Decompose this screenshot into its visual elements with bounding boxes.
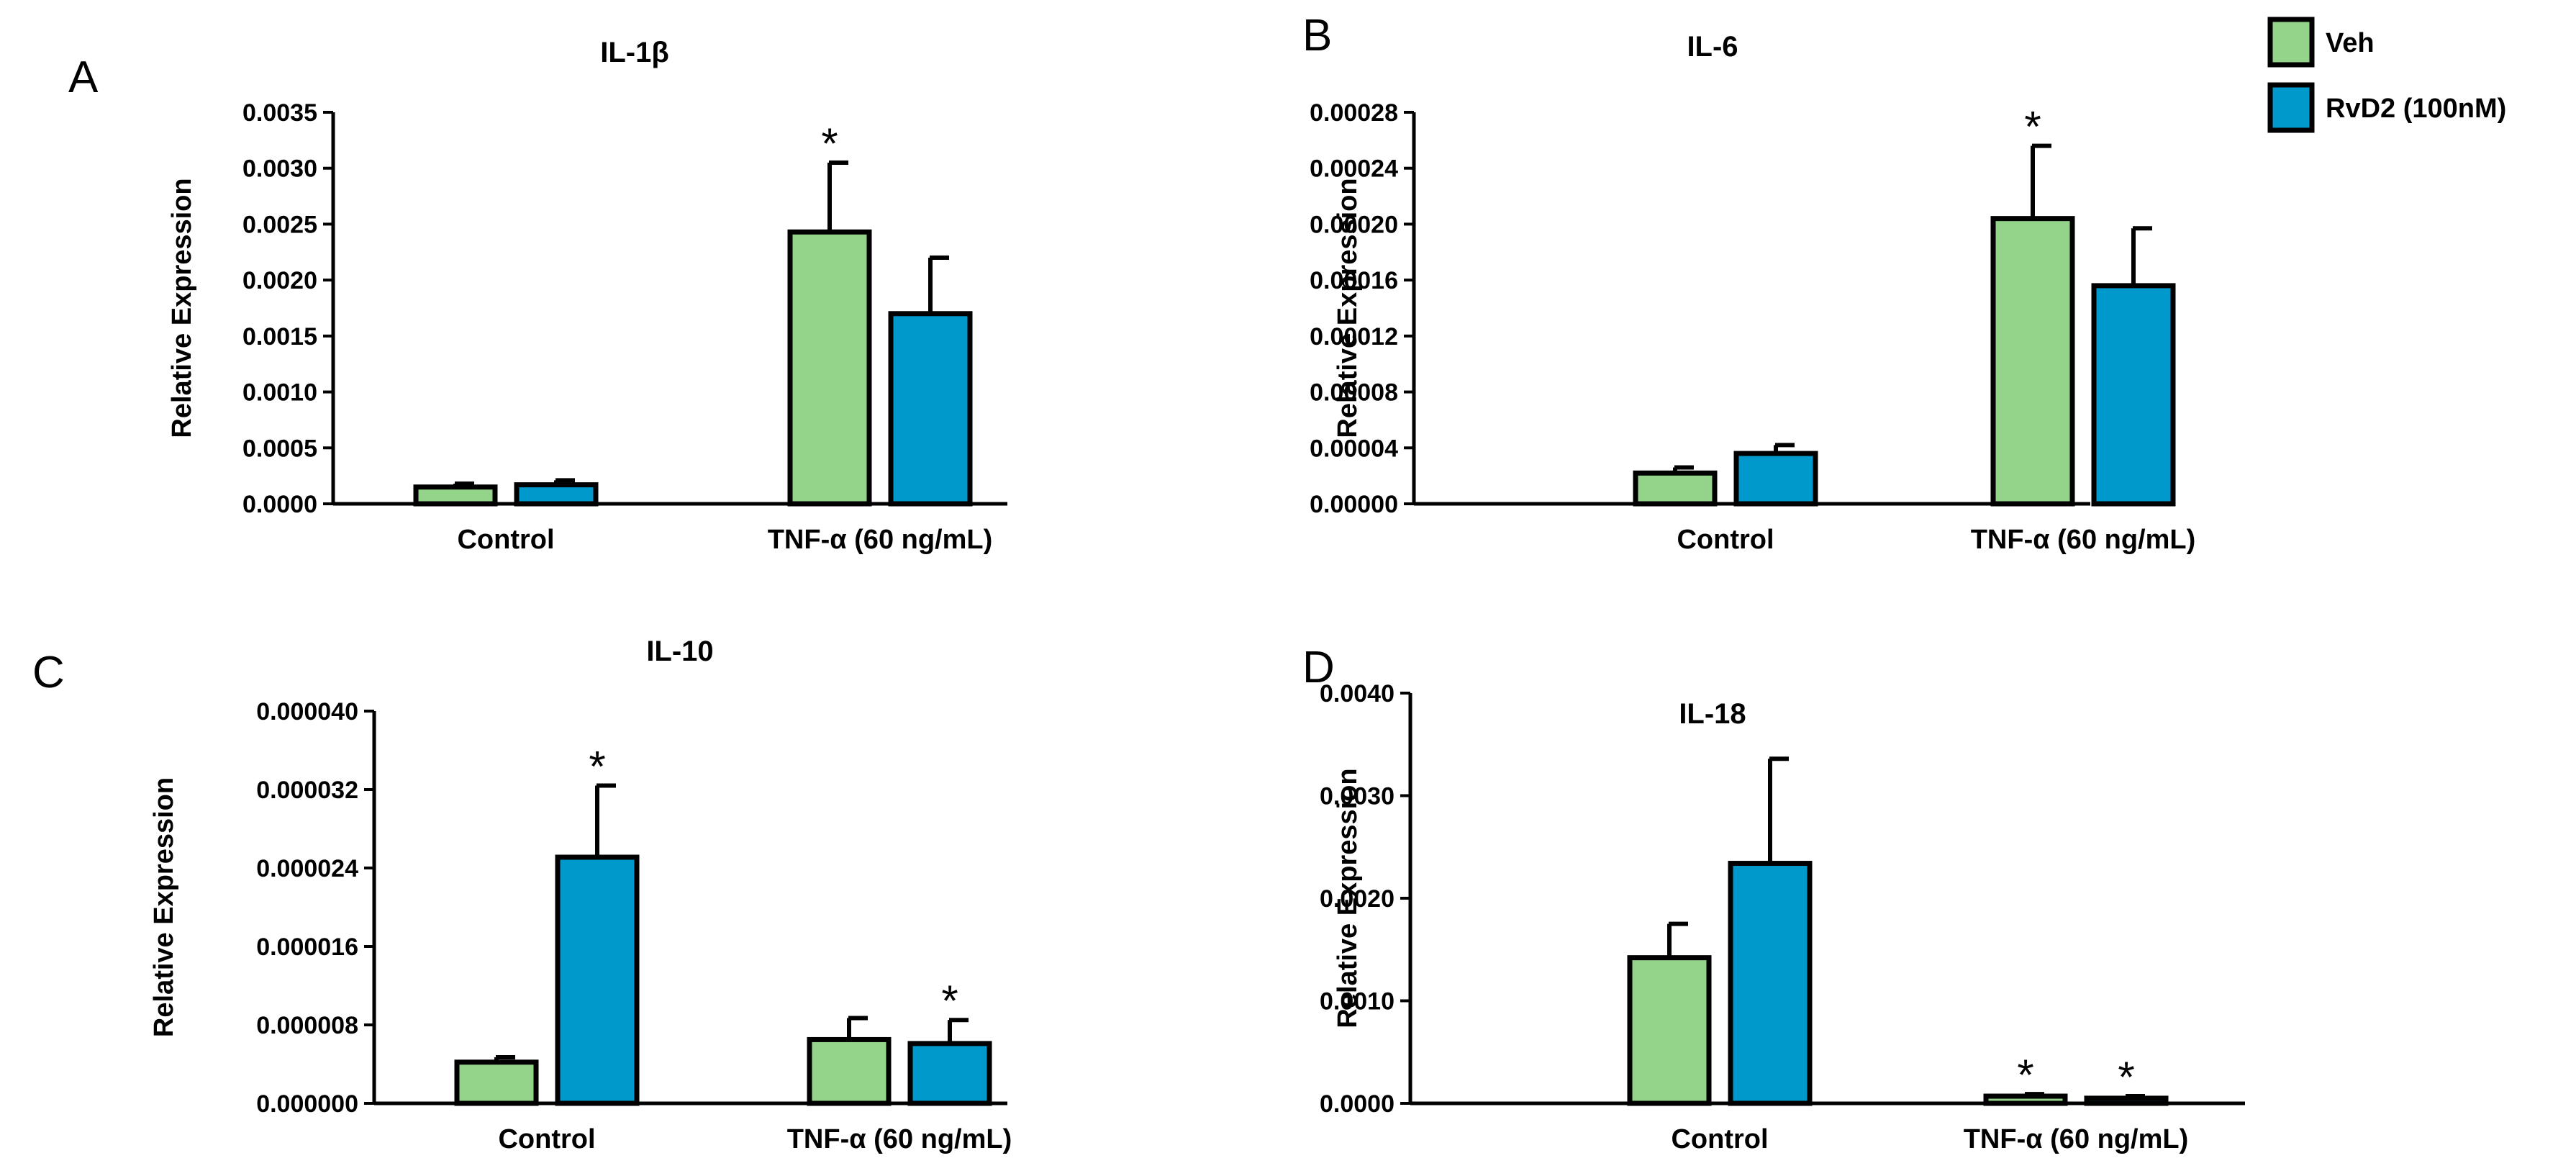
y-tick-label: 0.00016 bbox=[1310, 267, 1398, 294]
panel-letter: D bbox=[1302, 643, 1335, 692]
bar-veh-control bbox=[454, 1059, 539, 1106]
y-tick-label: 0.000000 bbox=[256, 1090, 358, 1118]
y-axis-label: Relative Expression bbox=[149, 777, 179, 1037]
y-axis-label: Relative Expression bbox=[167, 178, 197, 438]
significance-asterisk: * bbox=[821, 119, 838, 168]
y-axis-label: Relative Expression bbox=[1333, 178, 1363, 438]
y-tick-label: 0.00020 bbox=[1310, 211, 1398, 238]
y-tick-label: 0.00012 bbox=[1310, 323, 1398, 351]
bar-veh-tnf bbox=[807, 1036, 892, 1106]
bar-veh-tnf bbox=[787, 229, 872, 507]
x-category-label: Control bbox=[1677, 525, 1774, 555]
chart-panel-a: A IL-1β Relative Expression 0.0000 0.0005 0.0… bbox=[68, 37, 1007, 555]
bar-veh-control bbox=[1633, 470, 1718, 507]
y-tick-label: 0.0000 bbox=[1320, 1090, 1394, 1118]
y-axis-label: Relative Expression bbox=[1333, 768, 1363, 1028]
y-tick-label: 0.000040 bbox=[256, 698, 358, 725]
x-category-label: TNF-α (60 ng/mL) bbox=[1971, 525, 2196, 555]
significance-asterisk: * bbox=[2024, 103, 2041, 151]
panel-letter: B bbox=[1302, 11, 1332, 60]
x-category-label: TNF-α (60 ng/mL) bbox=[787, 1124, 1012, 1154]
legend-label-veh: Veh bbox=[2326, 28, 2375, 58]
y-tick-label: 0.00004 bbox=[1310, 435, 1398, 462]
bar-rvd2-tnf bbox=[2084, 1095, 2169, 1106]
y-tick-label: 0.0015 bbox=[242, 323, 317, 351]
y-tick-label: 0.0000 bbox=[242, 491, 317, 518]
bar-rvd2-tnf bbox=[888, 311, 973, 507]
y-tick-label: 0.0010 bbox=[1320, 988, 1394, 1016]
x-category-label: Control bbox=[457, 525, 554, 555]
chart-title: IL-6 bbox=[1687, 31, 1738, 63]
x-category-label: Control bbox=[1671, 1124, 1768, 1154]
bar-veh-tnf bbox=[1990, 216, 2075, 507]
y-tick-label: 0.00028 bbox=[1310, 99, 1398, 127]
legend-label-rvd2: RvD2 (100nM) bbox=[2326, 94, 2506, 124]
significance-asterisk: * bbox=[941, 977, 958, 1025]
x-category-label: TNF-α (60 ng/mL) bbox=[768, 525, 993, 555]
bar-rvd2-tnf bbox=[2091, 283, 2176, 507]
bar-veh-tnf bbox=[1983, 1093, 2068, 1106]
significance-asterisk: * bbox=[2118, 1053, 2134, 1101]
y-tick-label: 0.0020 bbox=[1320, 885, 1394, 913]
legend-swatch-veh bbox=[2267, 17, 2315, 68]
chart-title: IL-1β bbox=[600, 37, 669, 68]
y-tick-label: 0.00024 bbox=[1310, 155, 1398, 183]
y-tick-label: 0.0025 bbox=[242, 211, 317, 238]
panel-letter: A bbox=[68, 53, 99, 102]
chart-panel-c: C IL-10 Relative Expression 0.000000 0.00000… bbox=[32, 636, 1012, 1154]
y-tick-label: 0.0030 bbox=[242, 155, 317, 183]
y-tick-label: 0.000024 bbox=[256, 855, 358, 882]
bar-rvd2-control bbox=[514, 482, 599, 507]
y-tick-label: 0.0040 bbox=[1320, 680, 1394, 707]
panel-letter: C bbox=[32, 648, 65, 697]
y-tick-label: 0.0020 bbox=[242, 267, 317, 294]
x-category-label: TNF-α (60 ng/mL) bbox=[1964, 1124, 2189, 1154]
y-tick-label: 0.0010 bbox=[242, 379, 317, 407]
bar-veh-control bbox=[1627, 955, 1712, 1106]
chart-panel-d: D IL-18 Relative Expression 0.0000 0.0010 0.0… bbox=[1302, 643, 2245, 1154]
significance-asterisk: * bbox=[2017, 1051, 2033, 1099]
legend: Veh RvD2 (100nM) bbox=[2267, 17, 2506, 133]
y-tick-label: 0.0005 bbox=[242, 435, 317, 462]
bar-rvd2-control bbox=[555, 854, 640, 1106]
chart-title: IL-10 bbox=[646, 636, 713, 667]
y-tick-label: 0.0030 bbox=[1320, 783, 1394, 810]
bar-rvd2-control bbox=[1728, 861, 1813, 1106]
y-tick-label: 0.00000 bbox=[1310, 491, 1398, 518]
bar-veh-control bbox=[413, 484, 498, 507]
y-tick-label: 0.0035 bbox=[242, 99, 317, 127]
chart-title: IL-18 bbox=[1679, 698, 1746, 730]
y-tick-label: 0.000032 bbox=[256, 777, 358, 804]
x-category-label: Control bbox=[498, 1124, 595, 1154]
y-tick-label: 0.00008 bbox=[1310, 379, 1398, 407]
bar-rvd2-tnf bbox=[907, 1041, 992, 1106]
y-tick-label: 0.000016 bbox=[256, 933, 358, 961]
chart-panel-b: B IL-6 Relative Expression 0.00000 0.00004 0.… bbox=[1302, 11, 2195, 555]
significance-asterisk: * bbox=[589, 743, 605, 791]
y-tick-label: 0.000008 bbox=[256, 1012, 358, 1039]
bar-rvd2-control bbox=[1733, 451, 1818, 507]
charts-group: A IL-1β Relative Expression 0.0000 0.0005 0.0… bbox=[32, 11, 2245, 1154]
legend-swatch-rvd2 bbox=[2267, 82, 2315, 133]
